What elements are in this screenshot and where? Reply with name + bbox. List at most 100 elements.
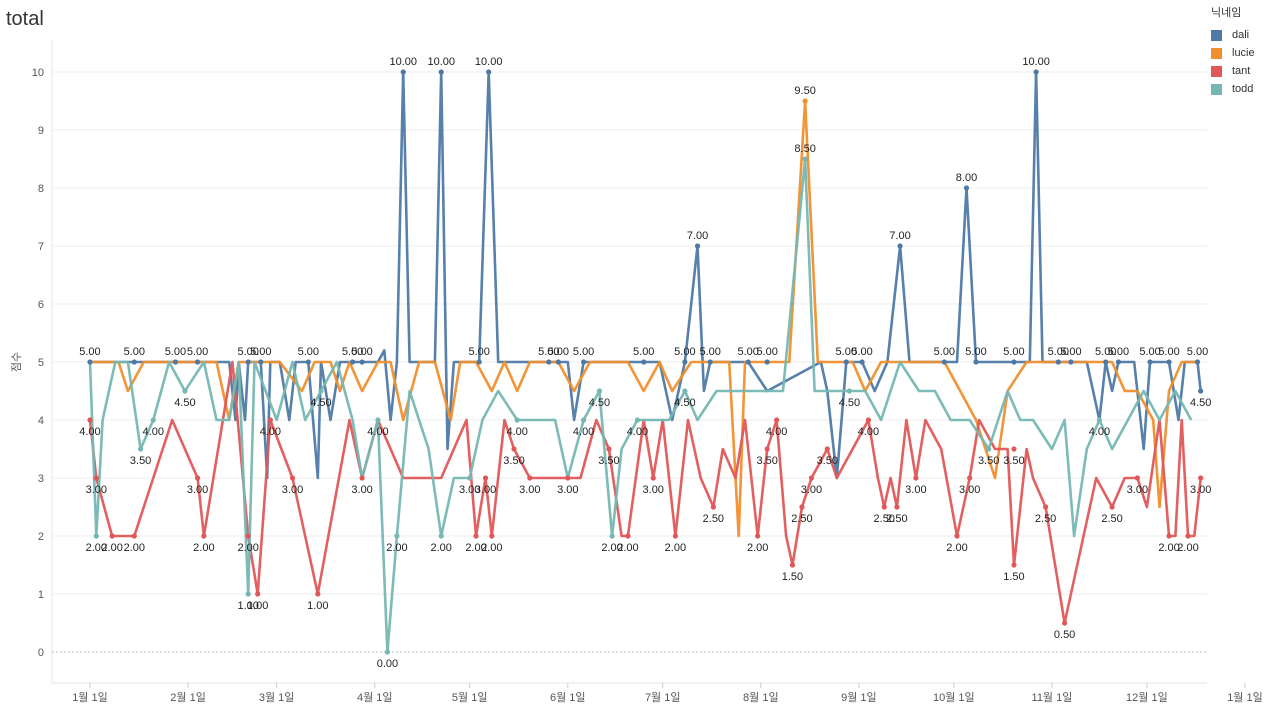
data-label: 3.50 xyxy=(1003,455,1024,467)
data-label: 5.00 xyxy=(1048,346,1069,358)
legend-item-todd[interactable]: todd xyxy=(1211,80,1255,98)
legend-item-tant[interactable]: tant xyxy=(1211,62,1255,80)
data-point-tant xyxy=(606,446,612,452)
data-point-todd xyxy=(596,388,603,394)
data-label: 3.50 xyxy=(598,455,619,467)
data-label: 2.00 xyxy=(237,542,258,554)
data-label: 4.00 xyxy=(143,426,164,438)
data-label: 2.00 xyxy=(617,542,638,554)
data-point-dali xyxy=(87,359,93,365)
data-point-dali xyxy=(305,359,311,365)
data-label: 5.00 xyxy=(965,346,986,358)
legend-item-lucie[interactable]: lucie xyxy=(1211,44,1255,62)
series-line-todd xyxy=(88,157,1193,654)
data-label: 0.50 xyxy=(1054,629,1075,641)
data-point-tant xyxy=(289,475,296,481)
data-point-todd xyxy=(986,446,992,452)
data-point-dali xyxy=(897,243,903,249)
x-tick-label: 9월 1일 xyxy=(841,690,877,704)
data-point-tant xyxy=(1043,504,1049,510)
data-label: 5.00 xyxy=(548,346,569,358)
data-label: 5.00 xyxy=(79,346,100,358)
data-label: 2.50 xyxy=(703,513,724,525)
data-point-tant xyxy=(967,475,973,481)
data-point-todd xyxy=(438,533,444,539)
data-point-dali xyxy=(486,69,492,75)
data-label: 4.00 xyxy=(506,426,527,438)
y-tick-label: 0 xyxy=(38,647,44,659)
data-label: 10.00 xyxy=(1022,56,1050,68)
data-label: 1.00 xyxy=(307,600,328,612)
data-point-tant xyxy=(1198,475,1204,481)
data-label: 5.00 xyxy=(124,346,145,358)
data-point-tant xyxy=(764,446,770,452)
data-point-dali xyxy=(859,359,865,365)
data-point-dali xyxy=(1103,359,1109,365)
data-point-tant xyxy=(511,446,517,452)
data-label: 3.00 xyxy=(801,484,822,496)
data-label: 4.50 xyxy=(174,397,195,409)
x-tick-label: 7월 1일 xyxy=(645,690,681,704)
data-label: 5.00 xyxy=(934,346,955,358)
data-point-dali xyxy=(745,359,751,365)
data-point-dali xyxy=(1068,359,1074,365)
data-label: 5.00 xyxy=(851,346,872,358)
legend-swatch xyxy=(1211,65,1222,77)
data-point-tant xyxy=(109,533,115,539)
data-point-todd xyxy=(375,417,381,423)
data-point-tant xyxy=(201,533,207,539)
data-label: 4.00 xyxy=(627,426,648,438)
data-label: 3.00 xyxy=(86,484,107,496)
data-point-todd xyxy=(138,446,144,452)
data-point-tant xyxy=(1011,446,1017,452)
data-point-dali xyxy=(1033,69,1039,75)
data-point-dali xyxy=(438,69,444,75)
x-tick-label: 2월 1일 xyxy=(170,690,206,704)
data-label: 5.00 xyxy=(737,346,758,358)
data-label: 3.50 xyxy=(756,455,777,467)
data-point-tant xyxy=(710,504,716,510)
x-tick-label: 6월 1일 xyxy=(550,690,586,704)
data-label: 2.50 xyxy=(1035,513,1056,525)
data-point-dali xyxy=(682,359,688,365)
data-point-tant xyxy=(315,591,321,597)
data-label: 5.00 xyxy=(342,346,363,358)
data-point-tant xyxy=(473,533,479,539)
data-point-dali xyxy=(1198,388,1204,394)
data-point-tant xyxy=(93,475,99,481)
data-label: 1.50 xyxy=(782,571,803,583)
data-label: 9.50 xyxy=(794,85,815,97)
data-point-todd xyxy=(182,388,188,394)
data-label: 3.00 xyxy=(351,484,372,496)
y-tick-label: 5 xyxy=(38,357,44,369)
data-label: 5.00 xyxy=(1139,346,1160,358)
series-todd xyxy=(88,157,1193,654)
data-label: 5.00 xyxy=(1108,346,1129,358)
data-point-dali xyxy=(963,185,970,191)
x-tick-label: 12월 1일 xyxy=(1126,690,1168,704)
data-point-dali xyxy=(1011,359,1017,365)
data-point-tant xyxy=(755,533,761,539)
data-label: 2.00 xyxy=(1158,542,1179,554)
data-label: 2.50 xyxy=(1101,513,1122,525)
data-point-tant xyxy=(824,446,830,452)
data-point-dali xyxy=(1147,359,1153,365)
data-label: 3.50 xyxy=(978,455,999,467)
x-tick-label: 5월 1일 xyxy=(452,690,488,704)
data-label: 1.00 xyxy=(247,600,268,612)
data-point-tant xyxy=(1134,475,1140,481)
data-label: 5.00 xyxy=(1158,346,1179,358)
legend-swatch xyxy=(1211,47,1222,59)
data-label: 3.00 xyxy=(459,484,480,496)
data-point-todd xyxy=(514,417,520,423)
data-point-dali xyxy=(359,359,365,365)
legend-label: tant xyxy=(1232,65,1251,77)
data-label: 4.00 xyxy=(1089,426,1110,438)
data-point-todd xyxy=(384,649,391,655)
data-label: 5.00 xyxy=(468,346,489,358)
data-label: 2.00 xyxy=(946,542,967,554)
data-point-tant xyxy=(881,504,887,510)
legend-item-dali[interactable]: dali xyxy=(1211,26,1255,44)
series-tant xyxy=(88,360,1202,625)
